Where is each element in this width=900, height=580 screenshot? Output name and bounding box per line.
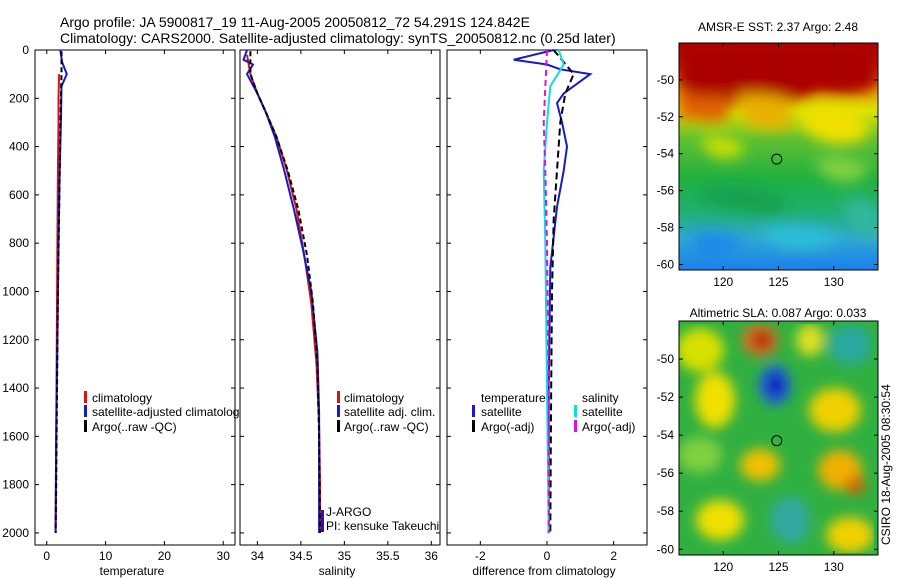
sla-map-ytick-label: -56 (657, 466, 675, 480)
diff-legend-sal-sat: satellite (582, 405, 623, 419)
temp-legend-swatch-2 (84, 420, 87, 432)
sla-map-ytick-label: -60 (657, 542, 675, 556)
diff-series-0 (513, 49, 593, 533)
title-line-1: Argo profile: JA 5900817_19 11-Aug-2005 … (60, 14, 530, 30)
sst-map-argo-location-marker (771, 153, 783, 165)
sla-map-ytick-label: -58 (657, 504, 675, 518)
diff-legend-title-temp: temperature (481, 391, 546, 405)
diff-xtick-label: -2 (475, 549, 486, 563)
sal-legend-2: satellite adj. clim. (344, 405, 435, 419)
sal-xtick-label: 34.5 (289, 549, 313, 563)
depth-tick-label: 200 (9, 91, 29, 105)
depth-tick-label: 1000 (2, 284, 29, 298)
diff-xlabel: difference from climatology (472, 564, 615, 578)
temp-xlabel: temperature (100, 564, 165, 578)
diff-legend-swatch-3 (574, 420, 577, 432)
diff-legend-sal-argo: Argo(-adj) (582, 420, 635, 434)
sal-xtick-label: 36 (425, 549, 439, 563)
salinity-panel: 34 34.5 35 35.5 36 salinity (239, 49, 441, 578)
sst-map-ytick-label: -54 (657, 147, 675, 161)
sst-map-image (679, 43, 878, 270)
sla-map-image (679, 321, 878, 555)
temp-legend-1: climatology (92, 391, 152, 405)
depth-tick-label: 2000 (2, 526, 29, 540)
sla-map-title: Altimetric SLA: 0.087 Argo: 0.033 (690, 306, 867, 320)
sla-map-ytick-label: -54 (657, 428, 675, 442)
depth-tick-label: 1200 (2, 333, 29, 347)
sst-map-ytick-label: -58 (657, 221, 675, 235)
sla-map-xtick-label: 130 (824, 560, 844, 574)
diff-legend-title-sal: salinity (582, 391, 619, 405)
diff-xtick-label: 2 (610, 549, 617, 563)
diff-series-1 (549, 49, 575, 533)
title-line-2: Climatology: CARS2000. Satellite-adjuste… (60, 30, 616, 46)
depth-tick-label: 600 (9, 188, 29, 202)
temp-xtick-label: 30 (217, 549, 231, 563)
temp-xtick-label: 0 (43, 549, 50, 563)
sal-series-2 (249, 51, 321, 533)
temp-legend-3: Argo(..raw -QC) (92, 420, 177, 434)
temperature-panel: 0 200 400 600 800 1000 1200 1400 1600 1800 2000 0 10… (2, 43, 236, 578)
sst-map-ytick-label: -60 (657, 257, 675, 271)
sal-legend-1: climatology (344, 391, 404, 405)
diff-series-2 (542, 49, 565, 533)
sla-map-ytick-label: -52 (657, 390, 675, 404)
sst-map-xtick-label: 120 (713, 275, 733, 289)
sal-legend-swatch-2 (337, 420, 340, 432)
diff-legend-swatch-0 (472, 405, 475, 417)
temp-legend-swatch-0 (84, 391, 87, 403)
diff-xtick-label: 0 (544, 549, 551, 563)
sst-map-ytick-label: -50 (657, 73, 675, 87)
sst-map-xtick-label: 130 (824, 275, 844, 289)
sal-xtick-label: 35 (338, 549, 352, 563)
sst-map-ytick-label: -56 (657, 184, 675, 198)
depth-tick-label: 800 (9, 236, 29, 250)
temp-xtick-label: 20 (158, 549, 172, 563)
sal-xlabel: salinity (319, 564, 356, 578)
depth-tick-label: 400 (9, 140, 29, 154)
diff-legend-temp-argo: Argo(-adj) (481, 420, 534, 434)
sla-map-axes: -50 -52 -54 -56 -58 -60 120 125 130 (657, 321, 878, 574)
sla-map-argo-location-marker (771, 435, 783, 447)
sal-annotation-swatch (321, 510, 324, 532)
sal-xtick-label: 34 (251, 549, 265, 563)
sla-map-xtick-label: 125 (768, 560, 788, 574)
sst-map-ytick-label: -52 (657, 110, 675, 124)
diff-legend-swatch-2 (574, 405, 577, 417)
depth-tick-label: 1400 (2, 381, 29, 395)
temp-legend-swatch-1 (84, 405, 87, 417)
sla-map-xtick-label: 120 (713, 560, 733, 574)
sal-legend-3: Argo(..raw -QC) (344, 420, 429, 434)
depth-tick-label: 1600 (2, 429, 29, 443)
temp-legend-2: satellite-adjusted climatolog (92, 405, 239, 419)
sal-legend-swatch-1 (337, 405, 340, 417)
temp-series-2 (54, 51, 63, 533)
depth-tick-label: 1800 (2, 478, 29, 492)
sal-legend-swatch-0 (337, 391, 340, 403)
sst-map-xtick-label: 125 (768, 275, 788, 289)
sla-map-ytick-label: -50 (657, 352, 675, 366)
diff-legend-swatch-1 (472, 420, 475, 432)
diff-legend-temp-sat: satellite (481, 405, 522, 419)
sal-annotation-2: PI: kensuke Takeuchi (326, 519, 439, 533)
sst-map-axes: -50 -52 -54 -56 -58 -60 120 125 130 (657, 43, 878, 289)
temp-plot-frame (34, 49, 236, 546)
depth-tick-label: 0 (22, 43, 29, 57)
diff-series-3 (542, 49, 550, 533)
sal-annotation-1: J-ARGO (326, 505, 371, 519)
sal-xtick-label: 35.5 (376, 549, 400, 563)
temp-xtick-label: 10 (99, 549, 113, 563)
sst-map-title: AMSR-E SST: 2.37 Argo: 2.48 (698, 20, 858, 34)
side-stamp: CSIRO 18-Aug-2005 08:30:54 (879, 384, 893, 545)
